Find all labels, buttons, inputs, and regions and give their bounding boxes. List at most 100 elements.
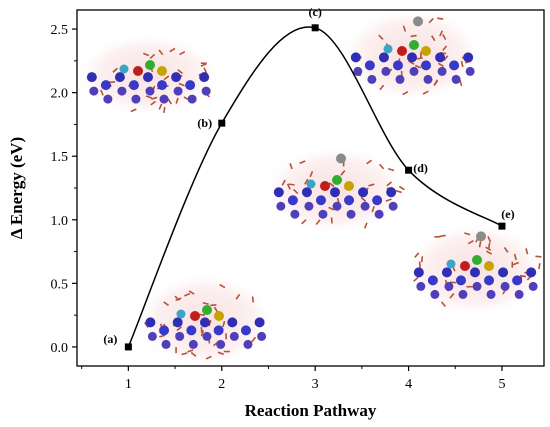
molecular-structure-a-water	[222, 320, 226, 328]
molecular-structure-d-atom	[320, 181, 330, 191]
molecular-structure-c-atom	[437, 66, 447, 76]
molecular-structure-b-water	[145, 95, 153, 99]
molecular-structure-c-water	[433, 80, 439, 86]
molecular-structure-a-atom	[254, 317, 265, 328]
molecular-structure-c-water	[402, 25, 407, 32]
molecular-structure-e-water	[439, 234, 446, 238]
molecular-structure-e-water	[513, 253, 517, 261]
molecular-structure-c-atom	[463, 52, 474, 63]
molecular-structure-d-water	[368, 183, 375, 187]
molecular-structure-a	[135, 272, 275, 368]
molecular-structure-e-water	[420, 256, 424, 263]
molecular-structure-a-water	[235, 293, 241, 300]
molecular-structure-a-water	[190, 351, 197, 357]
molecular-structure-a-atom	[227, 317, 238, 328]
molecular-structure-d-atom	[332, 201, 342, 211]
molecular-structure-d-atom	[306, 179, 316, 189]
curve-layer	[127, 26, 503, 348]
molecular-structure-d-atom	[336, 153, 346, 164]
molecular-structure-c-atom	[423, 74, 433, 84]
molecular-structure-d-atom	[315, 195, 326, 206]
molecular-structure-c-water	[443, 55, 449, 61]
molecular-structure-c-water	[439, 30, 444, 37]
molecular-structure-b-water	[150, 100, 157, 106]
molecular-structure-d-water	[366, 159, 373, 165]
molecular-structure-c-atom	[413, 16, 423, 27]
molecular-structure-d-atom	[360, 201, 370, 211]
molecular-structure-c-atom	[383, 44, 393, 54]
molecular-structure-d-water	[328, 182, 335, 188]
molecular-structure-e-water	[414, 252, 420, 258]
molecular-structure-a-atom	[186, 325, 197, 336]
molecular-structure-e-water	[538, 263, 541, 270]
molecular-structure-d-atom	[388, 201, 398, 211]
molecular-structure-b-atom	[86, 72, 97, 83]
molecular-structure-d-water	[301, 219, 307, 225]
molecular-structure-d-water	[309, 170, 314, 178]
molecular-structure-a-water	[163, 301, 170, 307]
molecular-structure-b-atom	[159, 94, 169, 104]
molecular-structure-b-water	[112, 67, 118, 73]
molecular-structure-e-water	[512, 261, 520, 266]
molecular-structure-c-atom	[407, 52, 417, 63]
molecular-structure-b-water	[169, 47, 176, 53]
molecular-structure-e-water	[525, 248, 529, 255]
insets-layer	[76, 7, 547, 368]
molecular-structure-d-water	[395, 189, 402, 194]
molecular-structure-b-atom	[143, 72, 153, 83]
molecular-structure-d-atom	[276, 201, 286, 211]
molecular-structure-b-atom	[131, 94, 141, 104]
molecular-structure-a-water	[217, 351, 225, 355]
molecular-structure-b-atom	[128, 80, 139, 91]
molecular-structure-b-water	[175, 97, 179, 104]
molecular-structure-a-atom	[213, 325, 224, 336]
molecular-structure-d-water	[388, 168, 395, 172]
molecular-structure-c-atom	[421, 46, 431, 56]
molecular-structure-c-atom	[409, 66, 419, 76]
molecular-structure-c-water	[402, 90, 409, 96]
molecular-structure-c-atom	[353, 66, 363, 76]
molecular-structure-e-water	[464, 232, 471, 236]
molecular-structure-e-atom	[460, 261, 470, 271]
molecular-structure-a-atom	[214, 311, 224, 321]
molecular-structure-e-water	[503, 247, 509, 253]
molecular-structure-d-water	[364, 222, 368, 229]
point-label: (d)	[413, 161, 428, 175]
molecular-structure-e-water	[449, 293, 455, 299]
molecular-structure-e-water	[440, 301, 446, 308]
molecular-structure-c-water	[430, 35, 436, 42]
molecular-structure-b-water	[142, 52, 150, 57]
molecular-structure-d-water	[398, 185, 405, 191]
molecular-structure-c	[340, 7, 484, 103]
molecular-structure-c-atom	[364, 60, 375, 71]
molecular-structure-b-water	[177, 69, 183, 75]
molecular-structure-e-atom	[476, 231, 486, 242]
x-tick-label: 2	[218, 377, 225, 392]
molecular-structure-b-atom	[201, 86, 211, 96]
molecular-structure-d-water	[281, 179, 286, 186]
molecular-structure-d-atom	[372, 195, 383, 206]
molecular-structure-e-water	[478, 241, 482, 248]
point-label: (b)	[197, 116, 212, 130]
molecular-structure-a-water	[184, 292, 191, 297]
molecular-structure-b-water	[109, 81, 116, 84]
molecular-structure-b-water	[100, 89, 104, 96]
x-axis-title: Reaction Pathway	[245, 401, 377, 420]
molecular-structure-d-water	[286, 183, 291, 190]
molecular-structure-a-atom	[190, 311, 200, 321]
molecular-structure-a-atom	[159, 325, 170, 336]
points-layer: (a) (b) (c) (d) (e)	[103, 5, 515, 351]
molecular-structure-b-water	[179, 50, 186, 56]
molecular-structure-e-water	[519, 274, 526, 278]
molecular-structure-b-water	[158, 103, 163, 110]
molecular-structure-b-atom	[103, 94, 113, 104]
molecular-structure-c-atom	[421, 60, 432, 71]
y-axis-title: Δ Energy (eV)	[7, 137, 26, 239]
molecular-structure-c-water	[414, 64, 422, 69]
molecular-structure-a-water	[176, 326, 183, 332]
molecular-structure-e-atom	[441, 267, 452, 278]
molecular-structure-d-water	[315, 219, 321, 226]
molecular-structure-b-water	[200, 63, 207, 67]
